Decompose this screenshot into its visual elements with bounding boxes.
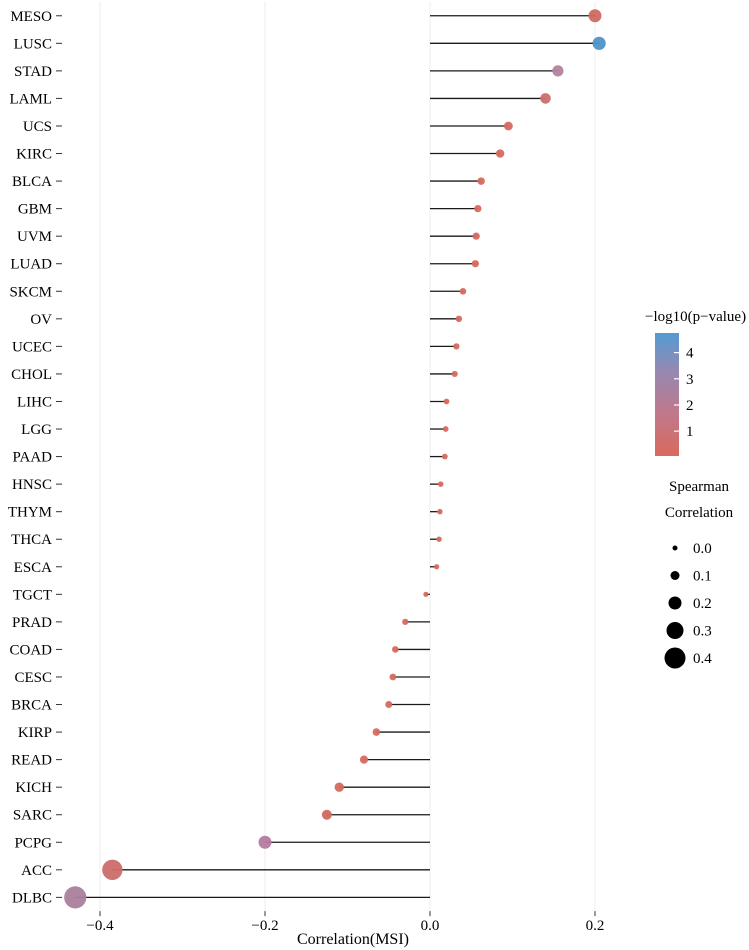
colorbar-tick-label: 2 bbox=[686, 398, 694, 414]
size-legend-label: 0.4 bbox=[693, 651, 712, 667]
data-point bbox=[258, 835, 272, 849]
data-point bbox=[433, 564, 440, 570]
colorbar bbox=[655, 333, 679, 456]
y-axis-label: ACC bbox=[21, 863, 52, 879]
data-point bbox=[540, 93, 551, 104]
y-axis-label: STAD bbox=[14, 64, 52, 80]
data-point bbox=[451, 370, 458, 378]
data-point bbox=[402, 618, 409, 625]
size-legend-label: 0.1 bbox=[693, 569, 712, 585]
data-point bbox=[385, 701, 393, 709]
y-axis-label: LGG bbox=[21, 422, 52, 438]
y-axis-label: LUSC bbox=[14, 36, 52, 52]
data-point bbox=[102, 859, 123, 881]
data-point bbox=[359, 755, 369, 764]
y-axis-label: HNSC bbox=[12, 477, 52, 493]
y-axis-label: UCEC bbox=[12, 339, 52, 355]
y-axis-label: THCA bbox=[11, 532, 52, 548]
y-axis-label: BLCA bbox=[12, 174, 52, 190]
size-legend-dot bbox=[664, 647, 686, 669]
data-point bbox=[453, 343, 460, 350]
data-point bbox=[503, 121, 513, 131]
data-point bbox=[321, 809, 332, 820]
colorbar-tick-label: 3 bbox=[686, 372, 694, 388]
data-point bbox=[437, 481, 444, 487]
size-legend-label: 0.2 bbox=[693, 596, 712, 612]
data-point bbox=[472, 232, 480, 240]
y-axis-label: SARC bbox=[13, 808, 52, 824]
y-axis-label: LAML bbox=[10, 91, 53, 107]
y-axis-label: PCPG bbox=[14, 835, 52, 851]
data-point bbox=[423, 591, 429, 597]
data-point bbox=[334, 782, 344, 792]
y-axis-label: KICH bbox=[15, 780, 52, 796]
y-axis-label: GBM bbox=[18, 202, 52, 218]
y-axis-label: PRAD bbox=[12, 615, 52, 631]
y-axis-label: UCS bbox=[23, 119, 52, 135]
data-point bbox=[392, 646, 399, 653]
data-point bbox=[443, 398, 450, 405]
y-axis-label: OV bbox=[30, 312, 52, 328]
y-axis-label: LUAD bbox=[10, 257, 52, 273]
y-axis-label: TGCT bbox=[13, 587, 52, 603]
y-axis-label: READ bbox=[11, 753, 52, 769]
size-legend-title-line1: Spearman bbox=[669, 479, 729, 495]
data-point bbox=[477, 177, 485, 185]
y-axis-label: CESC bbox=[14, 670, 52, 686]
y-axis-label: KIRC bbox=[16, 147, 52, 163]
data-point bbox=[64, 886, 87, 909]
data-point bbox=[441, 453, 448, 460]
y-axis-label: MESO bbox=[10, 9, 52, 25]
size-legend-dot bbox=[670, 571, 680, 580]
colorbar-tick-label: 1 bbox=[686, 424, 694, 440]
data-point bbox=[552, 65, 564, 77]
x-tick-label: 0.0 bbox=[421, 918, 440, 934]
x-axis-title: Correlation(MSI) bbox=[297, 931, 409, 948]
y-axis-label: DLBC bbox=[12, 890, 52, 906]
data-point bbox=[474, 204, 482, 213]
data-point bbox=[437, 508, 443, 515]
colorbar-tick-label: 4 bbox=[686, 346, 694, 362]
data-point bbox=[588, 9, 602, 23]
size-legend-dot bbox=[668, 596, 682, 610]
color-legend-title: −log10(p−value) bbox=[645, 309, 746, 325]
data-point bbox=[436, 536, 442, 542]
y-axis-label: COAD bbox=[9, 642, 52, 658]
data-point bbox=[495, 149, 505, 158]
x-tick-label: 0.2 bbox=[586, 918, 605, 934]
y-axis-label: THYM bbox=[8, 505, 52, 521]
y-axis-label: LIHC bbox=[17, 394, 52, 410]
data-point bbox=[471, 260, 479, 268]
size-legend-dot bbox=[672, 545, 678, 551]
size-legend-label: 0.3 bbox=[693, 624, 712, 640]
y-axis-label: KIRP bbox=[18, 725, 52, 741]
size-legend-dot bbox=[666, 622, 684, 639]
size-legend-label: 0.0 bbox=[693, 541, 712, 557]
size-legend-title-line2: Correlation bbox=[665, 505, 734, 521]
y-axis-label: PAAD bbox=[13, 450, 53, 466]
y-axis-label: ESCA bbox=[14, 560, 53, 576]
x-tick-label: −0.4 bbox=[86, 918, 114, 934]
y-axis-label: SKCM bbox=[9, 284, 52, 300]
x-tick-label: −0.2 bbox=[251, 918, 278, 934]
data-point bbox=[442, 426, 449, 432]
data-point bbox=[372, 728, 381, 736]
y-axis-label: CHOL bbox=[11, 367, 52, 383]
data-point bbox=[459, 287, 467, 295]
data-point bbox=[455, 315, 463, 323]
y-axis-label: BRCA bbox=[11, 698, 52, 714]
data-point bbox=[389, 673, 397, 681]
y-axis-label: UVM bbox=[17, 229, 52, 245]
data-point bbox=[592, 36, 606, 50]
